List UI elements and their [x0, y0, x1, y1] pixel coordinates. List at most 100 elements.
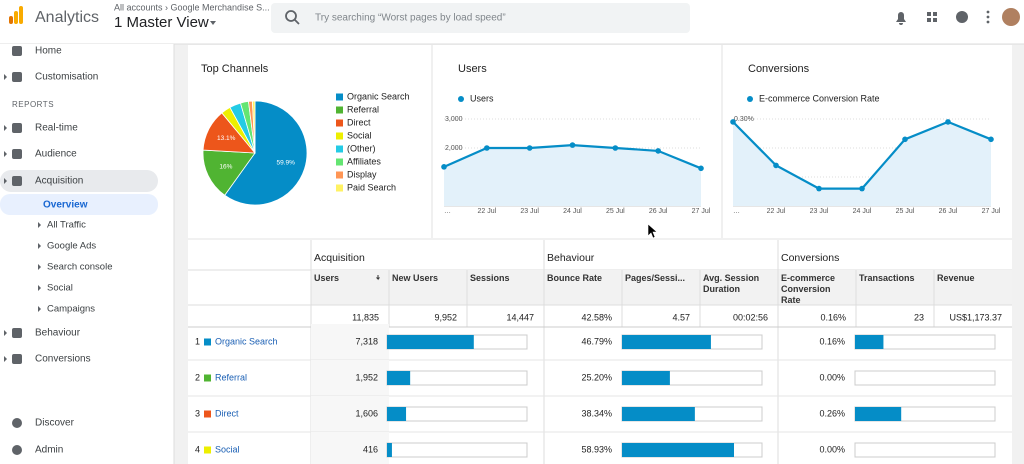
nav-item[interactable]: Home [35, 46, 62, 57]
row-name[interactable]: Organic Search [215, 336, 278, 346]
x-tick-label: 27 Jul [982, 208, 1001, 215]
column-header-text[interactable]: Transactions [859, 273, 915, 283]
section-label: REPORTS [12, 100, 54, 109]
point [988, 136, 994, 143]
column-header-text[interactable]: New Users [392, 273, 439, 283]
active-item [0, 194, 158, 215]
column-header-text[interactable]: Avg. Session Duration [703, 273, 760, 294]
column-header[interactable]: New Users [392, 273, 458, 305]
total-value: 9,952 [434, 312, 457, 322]
expand-caret [38, 264, 41, 270]
point [945, 119, 951, 125]
nav-item[interactable]: Admin [35, 445, 63, 456]
nav-subitem[interactable]: Campaigns [47, 304, 95, 315]
nav-subitem[interactable]: All Traffic [47, 220, 86, 231]
users-value: 7,318 [355, 336, 378, 346]
row-color [204, 374, 211, 382]
users-cell [311, 432, 389, 464]
pie-slice [251, 100, 256, 154]
total-value: 42.58% [581, 312, 612, 322]
bar [387, 335, 474, 349]
column-header[interactable]: E-commerce Conversion Rate [781, 273, 847, 305]
bar-track [386, 442, 528, 458]
group-header: Behaviour [547, 252, 595, 264]
point [730, 119, 736, 125]
nav-item[interactable]: Real-time [35, 123, 78, 134]
legend-label: Direct [347, 117, 371, 127]
search-placeholder: Try searching “Worst pages by load speed… [315, 13, 506, 24]
search-box[interactable] [271, 3, 690, 33]
point [698, 165, 704, 172]
view-dropdown-arrow[interactable] [210, 21, 216, 25]
column-header-text[interactable]: Sessions [470, 273, 510, 283]
legend-label: Affiliates [347, 156, 381, 166]
nav-subitem[interactable]: Social [47, 283, 73, 294]
nav-icon [12, 176, 22, 186]
column-header[interactable]: Sessions [470, 273, 535, 305]
pie-slice [202, 149, 256, 196]
avatar[interactable] [1002, 8, 1020, 26]
column-header[interactable]: Transactions [859, 273, 925, 305]
help-icon[interactable] [956, 11, 968, 23]
x-tick-label: 24 Jul [853, 208, 872, 215]
nav-icon [12, 123, 22, 133]
legend-swatch [336, 145, 343, 153]
notifications-icon[interactable] [896, 12, 906, 25]
column-header[interactable]: Pages/Sessi... [625, 273, 691, 305]
bar [855, 335, 884, 349]
nav-subitem[interactable]: Google Ads [47, 241, 96, 252]
bar-track [854, 442, 996, 458]
y-tick-label: 3,000 [445, 116, 463, 123]
nav-item[interactable]: Conversions [35, 354, 91, 365]
nav-item[interactable]: Discover [35, 418, 75, 429]
nav-subitem[interactable]: Overview [43, 200, 88, 211]
search-icon [285, 10, 297, 22]
total-value: 00:02:56 [733, 312, 768, 322]
nav-item[interactable]: Audience [35, 149, 77, 160]
apps-icon[interactable] [927, 12, 937, 22]
column-header[interactable]: Bounce Rate [547, 273, 613, 305]
point [902, 136, 908, 143]
row-name[interactable]: Social [215, 444, 240, 454]
view-selector[interactable]: 1 Master View [114, 14, 209, 31]
users-cell [311, 360, 389, 396]
column-header-text[interactable]: Users [314, 273, 340, 283]
column-header[interactable]: Avg. Session Duration [703, 273, 769, 305]
users-cell [311, 396, 389, 432]
more-icon[interactable] [986, 10, 990, 24]
active-section [0, 170, 158, 192]
row-name[interactable]: Referral [215, 372, 247, 382]
row-name[interactable]: Direct [215, 408, 239, 418]
nav-item[interactable]: Behaviour [35, 328, 81, 339]
nav-subitem[interactable]: Search console [47, 262, 112, 273]
nav-icon [12, 46, 22, 56]
users-value: 1,952 [355, 372, 378, 382]
total-value: 11,835 [352, 312, 379, 322]
bar-track [854, 370, 996, 386]
nav-item[interactable]: Acquisition [35, 176, 83, 187]
column-header[interactable]: Users [314, 273, 380, 305]
pie-label: 16% [219, 164, 232, 171]
column-header-text[interactable]: Bounce Rate [547, 273, 603, 283]
point [655, 148, 661, 154]
charts-card [188, 45, 1012, 238]
logo [9, 6, 23, 24]
expand-caret [38, 243, 41, 249]
column-header-text[interactable]: Revenue [937, 273, 975, 283]
legend-label: Paid Search [347, 182, 396, 192]
expand-caret [4, 356, 7, 362]
nav-item[interactable]: Customisation [35, 72, 98, 83]
total-value: US$1,173.37 [949, 312, 1002, 322]
column-header-text[interactable]: Pages/Sessi... [625, 273, 686, 283]
column-header[interactable]: Revenue [937, 273, 1003, 305]
total-value: 0.16% [820, 312, 846, 322]
breadcrumb[interactable]: All accounts › Google Merchandise S... [114, 2, 270, 12]
nav-icon [12, 149, 22, 159]
mouse-cursor [647, 223, 658, 239]
x-tick-label: … [444, 208, 451, 215]
legend-swatch [336, 119, 343, 127]
area [444, 145, 701, 206]
x-tick-label: 23 Jul [810, 208, 829, 215]
bounce-rate-value: 58.93% [581, 444, 612, 454]
column-header-text[interactable]: E-commerce Conversion Rate [781, 273, 836, 305]
